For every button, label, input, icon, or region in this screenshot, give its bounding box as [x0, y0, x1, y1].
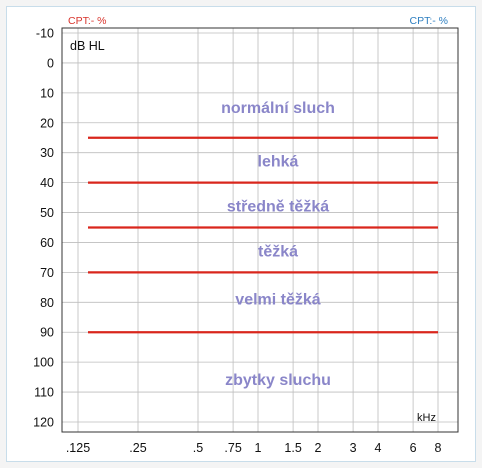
band-label: těžká [258, 243, 298, 260]
y-tick-label: -10 [36, 27, 54, 41]
cpt-left-label: CPT:- % [68, 15, 107, 27]
y-tick-label: 100 [33, 356, 54, 370]
y-tick-label: 60 [40, 236, 54, 250]
band-label: velmi těžká [235, 291, 320, 308]
x-axis-label: kHz [417, 412, 436, 424]
x-tick-label: .75 [224, 441, 241, 455]
threshold-lines [88, 136, 438, 334]
band-label: zbytky sluchu [225, 372, 331, 389]
y-tick-label: 50 [40, 206, 54, 220]
unit-label: dB HL [70, 39, 105, 53]
band-label: normální sluch [221, 100, 335, 117]
x-tick-label: .125 [66, 441, 90, 455]
cpt-right-label: CPT:- % [409, 15, 448, 27]
band-labels: normální sluch lehká středně těžká těžká vel… [221, 100, 335, 389]
plot-area [61, 27, 459, 433]
y-tick-labels: -10 0 10 20 30 40 50 60 70 80 90 100 110 120 [33, 27, 54, 430]
x-tick-label: 8 [435, 441, 442, 455]
y-tick-label: 0 [47, 56, 54, 70]
y-tick-label: 30 [40, 146, 54, 160]
y-tick-label: 10 [40, 86, 54, 100]
audiogram-frame [6, 6, 476, 462]
x-tick-labels: .125 .25 .5 .75 1 1.5 2 3 4 6 8 [66, 441, 442, 455]
x-tick-label: 4 [375, 441, 382, 455]
y-tick-label: 120 [33, 416, 54, 430]
y-tick-label: 90 [40, 326, 54, 340]
x-tick-label: 3 [350, 441, 357, 455]
band-label: lehká [258, 154, 299, 171]
x-tick-label: 1.5 [284, 441, 301, 455]
x-tick-label: .25 [129, 441, 146, 455]
y-tick-label: 20 [40, 116, 54, 130]
band-label: středně těžká [227, 199, 329, 216]
y-tick-label: 80 [40, 296, 54, 310]
x-tick-label: 6 [410, 441, 417, 455]
x-tick-label: 1 [255, 441, 262, 455]
y-tick-label: 110 [34, 386, 54, 400]
x-tick-label: .5 [193, 441, 203, 455]
y-tick-label: 40 [40, 176, 54, 190]
y-tick-label: 70 [40, 266, 54, 280]
x-tick-label: 2 [315, 441, 322, 455]
